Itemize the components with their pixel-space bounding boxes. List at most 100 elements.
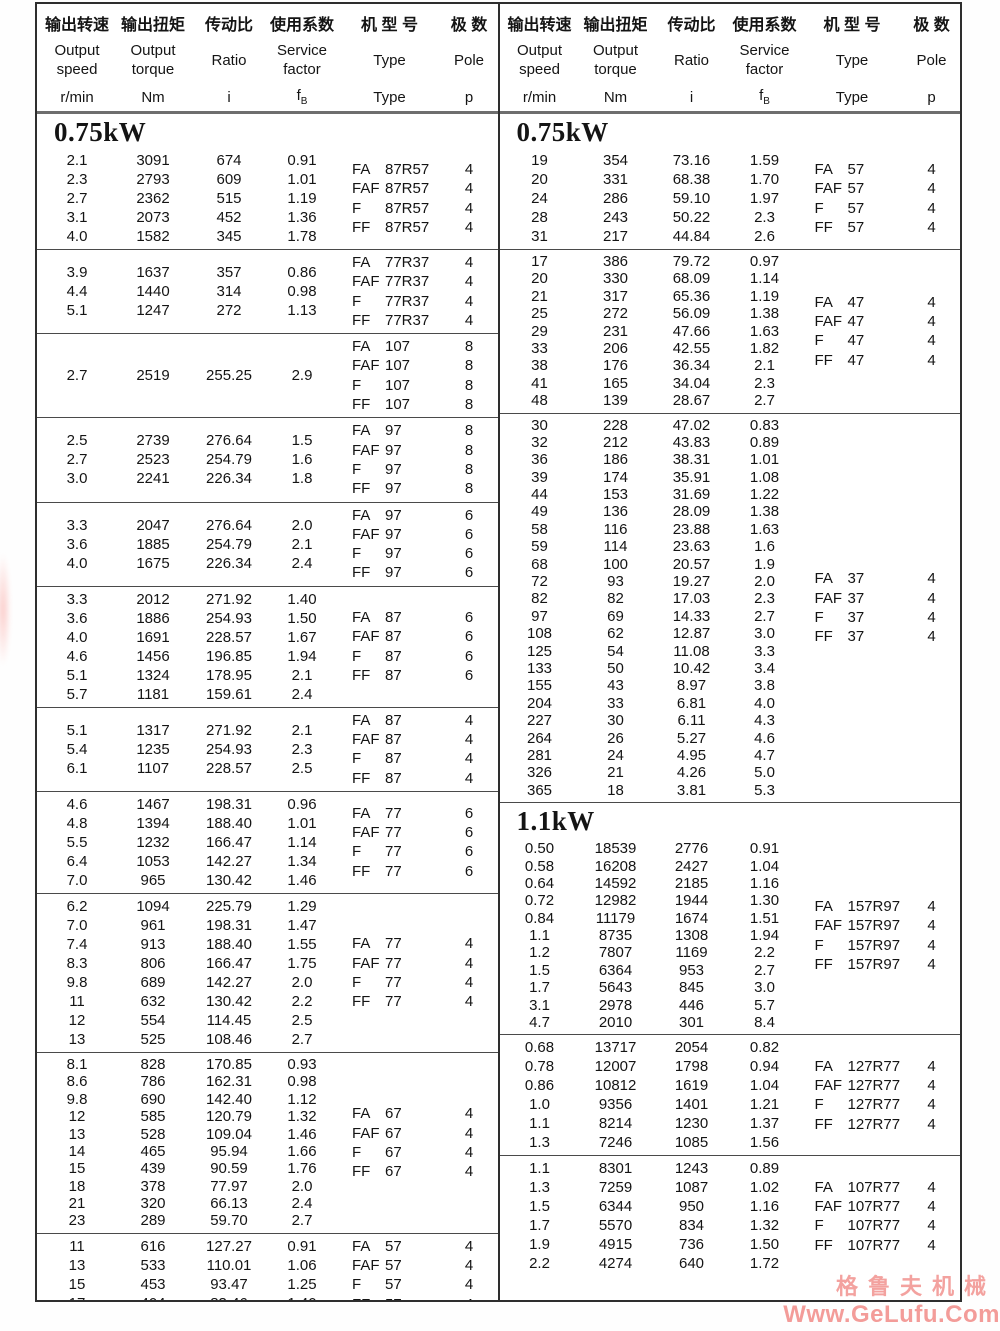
cell-ratio: 73.16 [672,152,711,169]
table-row: 2.5 2739 276.64 1.5 [37,431,335,450]
table-row: 5.1 1247 272 1.13 [37,301,335,320]
type-rows: FA 67 4 FAF 67 4 F 67 4 FF 67 4 [335,1104,494,1181]
cell-torque: 139 [602,392,629,410]
type-model: 57 [385,1296,402,1300]
table-row: 1.1 8735 1308 1.94 [500,927,798,944]
cell-pole: 6 [464,843,474,861]
cell-factor: 3.0 [754,625,775,643]
type-prefix: FAF [814,589,843,607]
data-rows: 17 386 79.72 0.97 20 330 68.09 1.14 21 317 65.36 1.… [500,253,798,410]
table-row: 0.64 14592 2185 1.16 [500,875,798,892]
type-prefix: FAF [814,1077,843,1095]
cell-pole: 4 [464,311,474,329]
cell-type: FA 97 [335,421,444,440]
cell-ratio: 162.31 [206,1073,252,1091]
type-prefix: F [352,1276,362,1294]
cell-pole: 4 [464,1257,474,1275]
type-row: FF 87 4 [335,769,494,788]
cell-torque: 404 [117,1294,189,1300]
type-row: FA 97 6 [335,506,494,525]
cell-factor: 2.6 [754,228,775,245]
type-row: FF 127R77 4 [798,1115,957,1134]
cell-type: FAF 87 [335,627,444,646]
cell-torque: 1053 [136,852,170,870]
type-prefix: F [814,332,824,350]
cell-ratio: 226.34 [206,554,252,572]
cell-torque: 689 [140,973,166,991]
cell-ratio: 314 [216,283,242,301]
cell-ratio: 83.46 [189,1294,269,1300]
cell-ratio: 59.70 [210,1212,248,1230]
type-prefix: FF [352,667,371,685]
cell-torque: 1247 [136,302,170,320]
cell-speed: 58 [531,520,548,538]
table-row: 3.6 1885 254.79 2.1 [37,535,335,554]
cell-type: FAF 37 [798,589,907,608]
cell-type: F 87 [335,647,444,666]
spec-block: 19 354 73.16 1.59 20 331 68.38 1.70 24 286 59.10 1.… [499,148,960,250]
col-header-type: Type [373,51,406,69]
table-row: 8.6 786 162.31 0.98 [37,1073,335,1090]
cell-speed: 6.1 [66,759,88,777]
type-model: 157R97 [847,956,901,974]
cell-ratio: 228.57 [206,759,252,777]
cell-factor: 2.1 [754,357,775,375]
cell-torque: 330 [602,270,629,288]
type-prefix: FA [814,1178,833,1196]
cell-type: FAF 97 [335,525,444,544]
table-row: 2.3 2793 609 1.01 [37,170,335,189]
type-model: 37 [847,608,865,626]
cell-pole: 4 [927,570,936,588]
cell-pole: 4 [464,750,474,768]
cell-pole: 4 [927,180,936,198]
col-header-ratio: i [689,88,694,106]
cell-ratio: 272 [216,302,242,320]
cell-ratio: 4.26 [676,764,707,782]
table-row: 3.3 2047 276.64 2.0 [37,516,335,535]
type-row: FA 67 4 [335,1104,494,1123]
type-row: FAF 127R77 4 [798,1076,957,1095]
cell-speed: 7.0 [66,916,88,934]
cell-ratio: 14.33 [672,607,711,625]
cell-ratio: 1619 [674,1077,709,1095]
type-model: 97 [385,564,402,582]
type-prefix: FF [352,396,371,414]
cell-torque: 186 [602,451,629,469]
table-row: 264 26 5.27 4.6 [500,730,798,747]
type-model: 67 [385,1143,402,1161]
table-row: 9.8 689 142.27 2.0 [37,973,335,992]
type-row: FAF 157R97 4 [798,916,957,935]
cell-speed: 20 [531,270,548,288]
cell-speed: 227 [526,712,553,730]
cell-ratio: 38.31 [672,451,711,469]
type-row: FF 67 4 [335,1162,494,1181]
type-model: 97 [385,545,402,563]
table-row: 227 30 6.11 4.3 [500,712,798,729]
cell-factor: 5.0 [754,764,775,782]
cell-factor: 1.50 [287,609,317,627]
cell-factor: 0.83 [749,416,780,434]
cell-factor: 0.97 [749,253,780,270]
cell-torque: 632 [140,992,166,1010]
cell-factor: 2.7 [754,961,775,979]
type-prefix: FF [352,1295,385,1300]
table-row: 2.1 3091 674 0.91 [37,151,335,170]
cell-ratio: 11.08 [673,642,710,660]
cell-pole: 6 [464,564,474,582]
cell-type: FF 97 [335,563,444,582]
table-row: 7.0 961 198.31 1.47 [37,916,335,935]
cell-type: FAF 107 [335,356,444,375]
data-rows: 19 354 73.16 1.59 20 331 68.38 1.70 24 286 59.10 1.… [500,151,798,246]
table-row: 3.6 1886 254.93 1.50 [37,609,335,628]
cell-ratio: 6.81 [676,694,707,712]
cell-type: FF 87 [335,666,444,685]
cell-pole: 4 [927,1178,936,1196]
cell-type: F 157R97 [798,936,907,955]
cell-factor: 1.50 [749,1236,780,1254]
cell-torque: 2362 [136,190,170,207]
table-row: 1.1 8301 1243 0.89 [500,1159,798,1178]
data-rows: 30 228 47.02 0.83 32 212 43.83 0.89 36 186 38.31 1.… [500,417,798,800]
cell-torque: 69 [607,607,624,625]
table-row: 4.8 1394 188.40 1.01 [37,814,335,833]
